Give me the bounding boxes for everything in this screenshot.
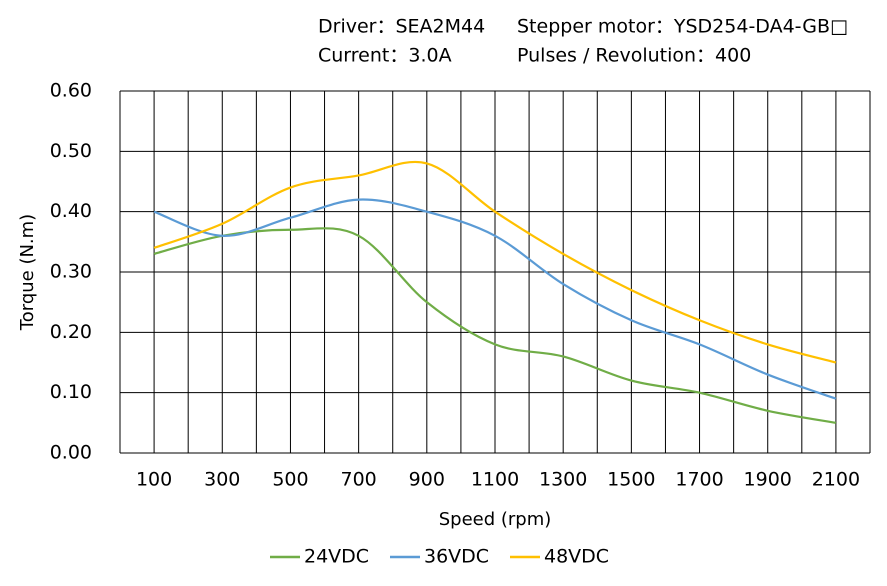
legend-label: 48VDC (544, 546, 609, 568)
x-axis-label: Speed (rpm) (439, 509, 552, 530)
line (153, 227, 837, 424)
annotation: Current：3.0A (318, 45, 452, 67)
y-tick-label: 0.20 (50, 321, 92, 343)
x-tick-label: 1100 (471, 469, 519, 491)
y-tick-label: 0.10 (50, 381, 92, 403)
y-tick-label: 0.30 (50, 261, 92, 283)
y-axis-label: Torque (N.m) (17, 214, 38, 331)
x-tick-label: 100 (136, 469, 172, 491)
y-tick-label: 0.40 (50, 200, 92, 222)
annotation: Pulses / Revolution：400 (517, 45, 751, 67)
x-tick-label: 1700 (675, 469, 723, 491)
y-tick-label: 0.60 (50, 80, 92, 102)
legend-label: 36VDC (424, 546, 489, 568)
x-tick-label: 2100 (812, 469, 860, 491)
x-tick-label: 1500 (607, 469, 655, 491)
line (153, 198, 837, 400)
x-tick-label: 1900 (744, 469, 792, 491)
line (153, 160, 837, 364)
x-tick-label: 900 (409, 469, 445, 491)
annotation: Stepper motor：YSD254-DA4-GB□ (517, 16, 848, 38)
x-tick-label: 500 (272, 469, 308, 491)
x-tick-label: 300 (204, 469, 240, 491)
y-tick-label: 0.00 (50, 442, 92, 464)
x-tick-label: 700 (341, 469, 377, 491)
annotation: Driver：SEA2M44 (318, 16, 485, 38)
y-tick-label: 0.50 (50, 140, 92, 162)
x-tick-label: 1300 (539, 469, 587, 491)
legend-label: 24VDC (304, 546, 369, 568)
